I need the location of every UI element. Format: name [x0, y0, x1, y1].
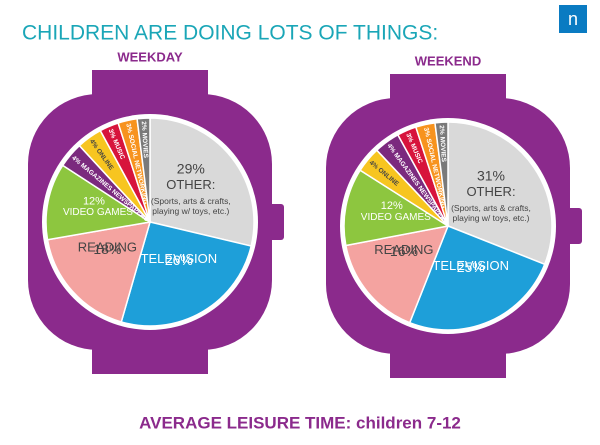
slice-value-label: 31%	[477, 167, 505, 183]
slice-value-label: 3%	[405, 132, 415, 144]
pie-slice	[120, 221, 253, 327]
footer: AVERAGE LEISURE TIME: children 7-12	[139, 413, 461, 432]
logo: n	[568, 9, 578, 29]
pie-slice	[344, 225, 450, 324]
slice-label: READING	[78, 240, 137, 255]
slice-label: TELEVISION	[141, 251, 218, 266]
slice-label: VIDEO GAMES	[361, 212, 431, 223]
slice-value-label: 4%	[386, 142, 397, 154]
pie-slice	[45, 164, 153, 241]
slice-value-label: 16%	[390, 243, 418, 259]
chart-title: WEEKEND	[415, 53, 481, 68]
slice-value-label: 18%	[93, 241, 121, 257]
annotation-box: (Sports, arts & crafts, playing w/ toys,…	[150, 195, 231, 216]
chart-title: WEEKDAY	[117, 49, 183, 64]
slice-value-label: 3%	[107, 128, 117, 140]
slice-value-label: 3%	[125, 123, 134, 134]
pie-slice	[149, 117, 255, 247]
slice-value-label: 29%	[177, 160, 205, 176]
slice-label: VIDEO GAMES	[63, 207, 133, 218]
main-title: CHILDREN ARE DOING LOTS OF THINGS:	[22, 22, 438, 45]
slice-value-label: 26%	[165, 252, 193, 268]
slice-label: OTHER:	[466, 184, 515, 199]
slice-label: MOVIES	[439, 136, 448, 162]
pie-slice	[343, 169, 451, 247]
slice-value-label: 4%	[70, 155, 82, 167]
logo-box	[559, 5, 587, 33]
pie-slice	[46, 221, 152, 323]
slice-value-label: 4%	[88, 138, 99, 150]
slice-value-label: 12%	[381, 200, 403, 212]
pie-slice	[408, 225, 546, 331]
slice-annotation: (Sports, arts & crafts, playing w/ toys,…	[150, 195, 231, 216]
pie-slice	[136, 117, 151, 223]
slice-value-label: 12%	[83, 195, 105, 207]
slice-label: TELEVISION	[432, 258, 509, 273]
annotation-box: (Sports, arts & crafts, playing w/ toys,…	[451, 202, 531, 223]
slice-value-label: 4%	[368, 159, 380, 171]
slice-value-label: 2%	[140, 121, 148, 131]
slice-value-label: 25%	[457, 259, 485, 275]
slice-value-label: 3%	[422, 127, 431, 138]
slice-annotation: (Sports, arts & crafts, playing w/ toys,…	[451, 202, 531, 223]
slice-small-label: 2%MOVIES	[140, 121, 149, 159]
pie-slice	[434, 121, 449, 227]
slice-small-label: 2%MOVIES	[438, 125, 447, 163]
pie-slice	[447, 121, 553, 266]
slice-label: MOVIES	[141, 132, 150, 158]
slice-label: READING	[374, 242, 433, 257]
slice-label: OTHER:	[166, 177, 215, 192]
slice-value-label: 2%	[438, 125, 446, 135]
